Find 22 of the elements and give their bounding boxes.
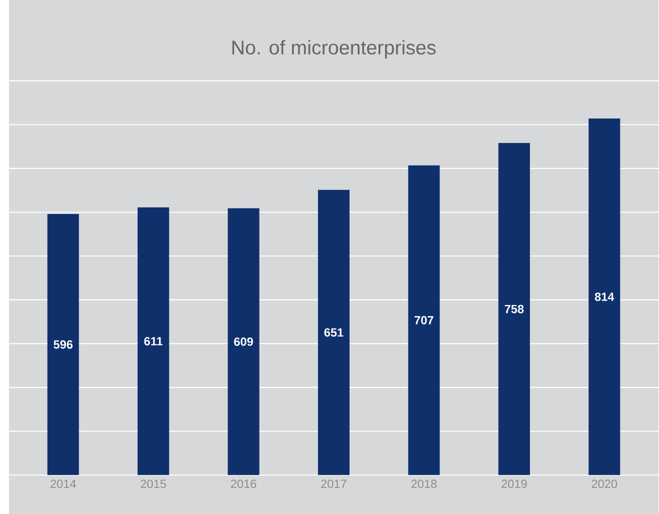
data-label: 651: [324, 328, 344, 336]
chart-title: No. of microenterprises: [232, 40, 436, 58]
bar: [47, 214, 79, 475]
bar: [228, 208, 260, 475]
data-label: 596: [54, 340, 73, 348]
x-tick-label: 2018: [411, 479, 437, 488]
bar: [498, 142, 530, 475]
bar: [588, 118, 620, 475]
x-tick-label: 2016: [230, 479, 256, 488]
data-label: 814: [594, 292, 614, 301]
x-tick-label: 2014: [50, 479, 76, 488]
x-tick-label: 2019: [502, 479, 527, 488]
bar: [408, 165, 440, 475]
x-tick-label: 2015: [140, 479, 166, 488]
data-label: 707: [414, 316, 434, 324]
data-label: 609: [234, 337, 253, 346]
bar: [318, 190, 350, 475]
x-tick-label: 2020: [592, 479, 618, 488]
data-label: 758: [504, 304, 524, 313]
x-tick-label: 2017: [321, 479, 346, 488]
data-label: 611: [144, 336, 163, 346]
bar: [138, 207, 170, 475]
